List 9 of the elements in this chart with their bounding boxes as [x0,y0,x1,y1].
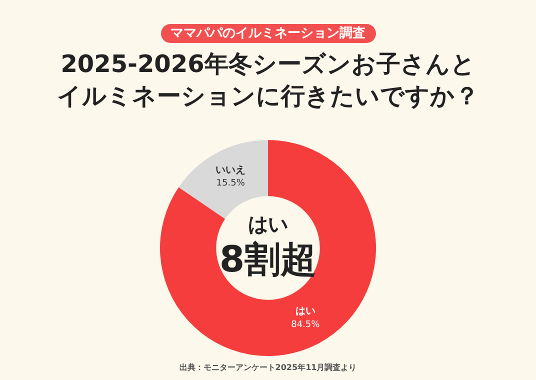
data-label: 15.5% [216,178,246,189]
data-label: 84.5% [291,320,320,330]
slice-label: いいえ [216,164,246,176]
chart-subtitle: ママパパのイルミネーション調査 [160,24,376,43]
slice-label: はい [295,306,316,318]
chart-title: 2025-2026年冬シーズンお子さんとイルミネーションに行きたいですか？ [56,49,480,112]
source-note: 出典：モニターアンケート2025年11月調査より [178,362,358,373]
text: 8割超 [219,239,317,280]
text: はい [248,212,288,236]
